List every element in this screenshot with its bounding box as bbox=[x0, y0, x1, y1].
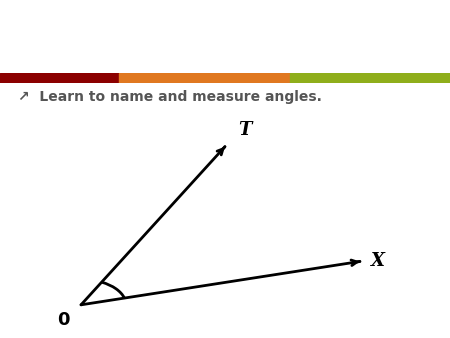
Text: T: T bbox=[238, 121, 252, 139]
Bar bbox=[290, 73, 450, 83]
Text: X: X bbox=[371, 252, 385, 270]
Text: ↗  Learn to name and measure angles.: ↗ Learn to name and measure angles. bbox=[18, 91, 322, 104]
Bar bbox=[0, 73, 119, 83]
Text: 0: 0 bbox=[57, 311, 69, 329]
Text: Angles: Angles bbox=[172, 22, 278, 50]
Bar bbox=[119, 73, 290, 83]
